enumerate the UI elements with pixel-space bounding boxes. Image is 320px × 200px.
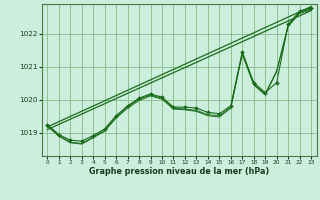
X-axis label: Graphe pression niveau de la mer (hPa): Graphe pression niveau de la mer (hPa) bbox=[89, 167, 269, 176]
